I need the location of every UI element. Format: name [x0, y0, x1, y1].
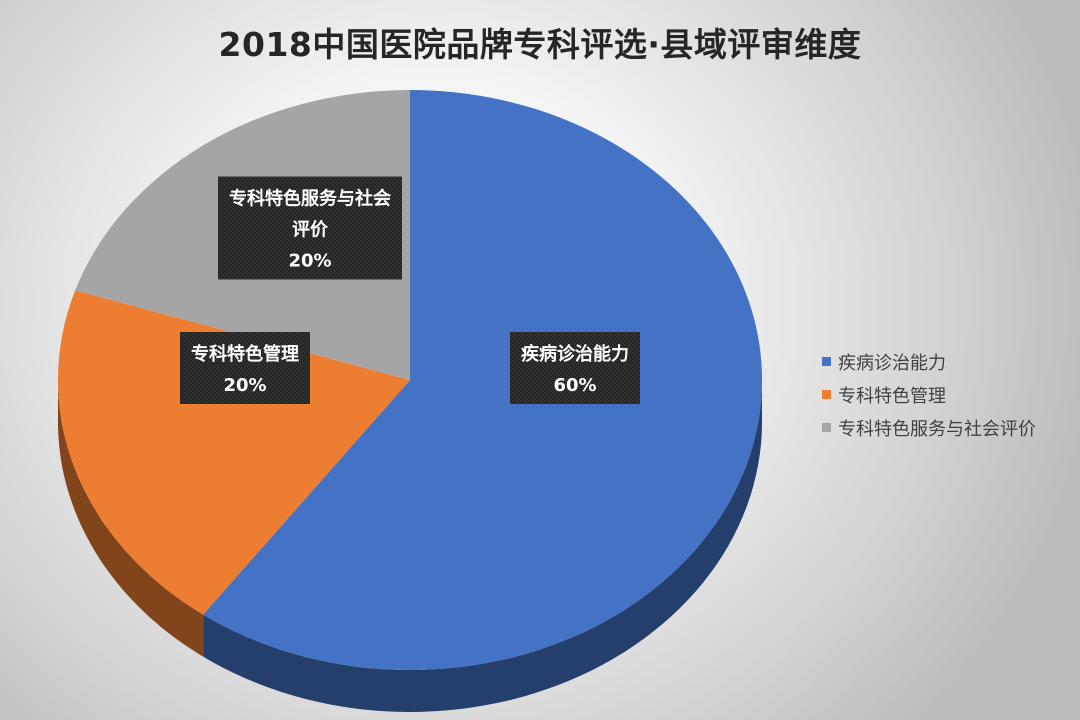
pie-slice-side	[58, 380, 204, 657]
legend: 疾病诊治能力 专科特色管理 专科特色服务与社会评价	[822, 345, 1036, 444]
pie-slice-side	[203, 380, 763, 712]
legend-item: 专科特色服务与社会评价	[822, 411, 1036, 444]
data-label-name: 疾病诊治能力	[521, 343, 629, 365]
legend-label: 专科特色管理	[838, 385, 946, 407]
data-label-value: 20%	[223, 375, 266, 396]
data-label-box	[218, 176, 402, 280]
data-label-box	[510, 332, 640, 404]
legend-swatch	[822, 390, 831, 399]
chart-title: 2018中国医院品牌专科评选·县域评审维度	[218, 25, 862, 64]
data-label-value: 20%	[288, 251, 331, 272]
pie-top	[57, 90, 763, 671]
pie-slice	[57, 290, 411, 615]
data-label-name: 专科特色服务与社会	[229, 188, 391, 210]
data-label-name: 评价	[292, 220, 329, 241]
data-label-name: 专科特色管理	[191, 343, 299, 365]
data-label-box	[180, 332, 310, 404]
pie-data-label: 专科特色管理 20%	[180, 332, 310, 404]
data-label-value: 60%	[553, 375, 596, 396]
legend-swatch	[822, 423, 831, 432]
pie-data-labels: 疾病诊治能力 60% 专科特色管理 20% 专科特色服务与社会评价 20%	[180, 176, 640, 404]
legend-swatch	[822, 357, 831, 366]
pie-slice	[203, 90, 763, 671]
legend-item: 专科特色管理	[822, 378, 1036, 411]
pie-sides	[58, 380, 763, 712]
legend-item: 疾病诊治能力	[822, 345, 1036, 378]
legend-label: 专科特色服务与社会评价	[838, 418, 1036, 440]
pie-data-label: 专科特色服务与社会评价 20%	[218, 176, 402, 280]
pie-data-label: 疾病诊治能力 60%	[510, 332, 640, 404]
legend-label: 疾病诊治能力	[838, 352, 946, 374]
